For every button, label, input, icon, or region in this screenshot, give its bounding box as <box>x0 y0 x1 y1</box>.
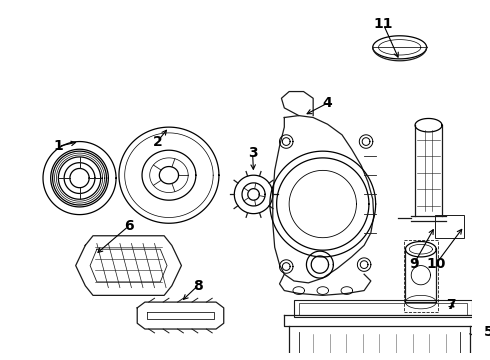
Text: 8: 8 <box>193 279 203 293</box>
Text: 1: 1 <box>53 139 63 153</box>
Bar <box>404 240 438 312</box>
Text: 6: 6 <box>124 219 133 233</box>
Text: 5: 5 <box>484 325 490 339</box>
Text: 7: 7 <box>446 298 456 312</box>
Bar <box>435 215 464 238</box>
Text: 9: 9 <box>409 257 419 271</box>
Text: 4: 4 <box>323 96 332 110</box>
Bar <box>299 303 467 315</box>
Text: 2: 2 <box>152 135 162 149</box>
Text: 10: 10 <box>426 257 446 271</box>
Text: 11: 11 <box>373 17 393 31</box>
Bar <box>294 300 472 318</box>
Text: 3: 3 <box>248 146 257 160</box>
